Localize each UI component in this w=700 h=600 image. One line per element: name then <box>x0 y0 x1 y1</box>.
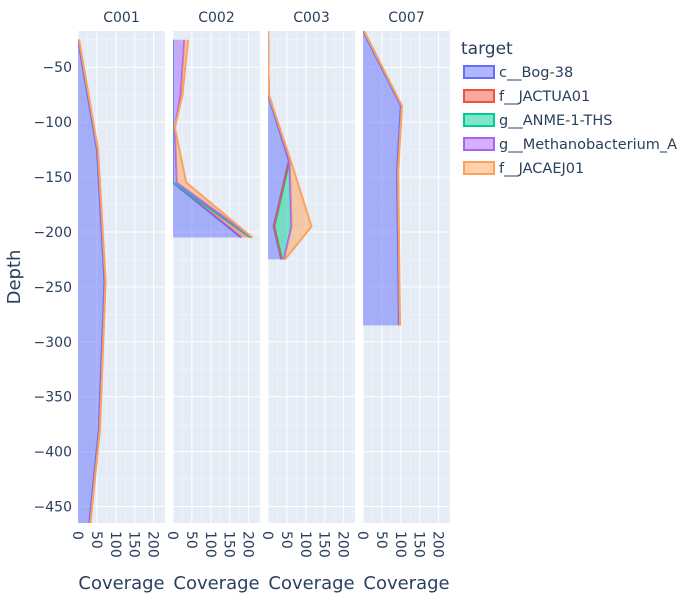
y-tick-label: −300 <box>34 335 72 351</box>
legend-label: c__Bog-38 <box>499 65 573 81</box>
x-tick-label: 200 <box>430 531 446 558</box>
x-axis-title: Coverage <box>78 573 164 594</box>
facet-series <box>173 39 254 239</box>
legend-item[interactable]: c__Bog-38 <box>463 65 573 81</box>
x-tick-label: 0 <box>354 531 370 540</box>
series-line-f-jacaej01 <box>78 39 107 523</box>
facet-panel-c002: C002 0 50 100 150 200 Coverage <box>164 10 260 594</box>
y-axis-title: Depth <box>4 250 25 305</box>
x-tick-label: 100 <box>392 531 408 558</box>
series-area-c-bog-38 <box>363 31 401 326</box>
series-area-g-methanobacterium-a <box>173 39 253 238</box>
y-tick-label: −150 <box>34 170 72 186</box>
facet-series <box>268 31 313 261</box>
series-area-f-jacaej01 <box>268 31 312 260</box>
x-tick-label: 0 <box>69 531 85 540</box>
legend-swatch <box>463 113 495 127</box>
x-axis-title: Coverage <box>363 573 449 594</box>
x-tick-label: 100 <box>297 531 313 558</box>
y-tick-label: −350 <box>34 390 72 406</box>
facet-title: C007 <box>388 10 425 26</box>
x-axis-title: Coverage <box>173 573 259 594</box>
x-tick-label: 0 <box>164 531 180 540</box>
x-tick-label: 100 <box>202 531 218 558</box>
legend-label: g__ANME-1-THS <box>499 113 612 129</box>
series-area-c-bog-38 <box>78 39 105 523</box>
x-tick-label: 0 <box>259 531 275 540</box>
y-axis: −50 −100 −150 −200 −250 −300 −350 −400 −450 <box>34 60 72 515</box>
series-line-f-jacaej01 <box>173 39 254 239</box>
plot-background <box>268 31 355 523</box>
x-tick-label: 50 <box>373 531 389 549</box>
series-line-f-jacaej01 <box>268 31 313 261</box>
legend-swatch <box>463 89 495 103</box>
legend-swatch <box>463 65 495 79</box>
y-tick-label: −50 <box>42 60 72 76</box>
facet-panel-c001: C001 0 50 100 150 200 Coverage <box>69 10 165 594</box>
facet-title: C001 <box>103 10 140 26</box>
x-tick-label: 150 <box>316 531 332 558</box>
x-tick-label: 50 <box>278 531 294 549</box>
facet-title: C002 <box>198 10 235 26</box>
x-tick-label: 50 <box>183 531 199 549</box>
x-tick-label: 200 <box>240 531 256 558</box>
legend-item[interactable]: g__ANME-1-THS <box>463 113 612 129</box>
facet-panel-c007: C007 0 50 100 150 200 Coverage <box>354 10 450 594</box>
x-tick-label: 150 <box>221 531 237 558</box>
plot-background <box>173 31 260 523</box>
x-tick-label: 50 <box>88 531 104 549</box>
legend-label: f__JACTUA01 <box>499 89 590 105</box>
facet-series <box>363 31 403 326</box>
legend-item[interactable]: f__JACAEJ01 <box>463 161 584 177</box>
legend-label: g__Methanobacterium_A <box>499 137 677 153</box>
y-tick-label: −450 <box>34 500 72 516</box>
x-tick-label: 100 <box>107 531 123 558</box>
y-tick-label: −200 <box>34 225 72 241</box>
legend[interactable]: target c__Bog-38 f__JACTUA01 g__ANME-1-THS… <box>461 39 677 177</box>
x-axis-title: Coverage <box>268 573 354 594</box>
facet-title: C003 <box>293 10 330 26</box>
legend-swatch <box>463 161 495 175</box>
facet-series <box>78 39 107 523</box>
y-tick-label: −400 <box>34 445 72 461</box>
series-area-g-anme-1-ths <box>268 31 292 260</box>
legend-item[interactable]: g__Methanobacterium_A <box>463 137 677 153</box>
x-tick-label: 200 <box>335 531 351 558</box>
x-tick-label: 150 <box>126 531 142 558</box>
series-area-c-bog-38 <box>268 31 289 260</box>
y-tick-label: −100 <box>34 115 72 131</box>
y-tick-label: −250 <box>34 280 72 296</box>
legend-title: target <box>461 39 513 59</box>
legend-label: f__JACAEJ01 <box>499 161 584 177</box>
legend-item[interactable]: f__JACTUA01 <box>463 89 590 105</box>
series-area-c-bog-38 <box>173 39 242 238</box>
x-tick-label: 200 <box>145 531 161 558</box>
facet-panel-c003: C003 0 50 100 150 200 Coverage <box>259 10 355 594</box>
series-line-f-jacaej01 <box>363 31 403 326</box>
legend-swatch <box>463 137 495 151</box>
x-tick-label: 150 <box>411 531 427 558</box>
